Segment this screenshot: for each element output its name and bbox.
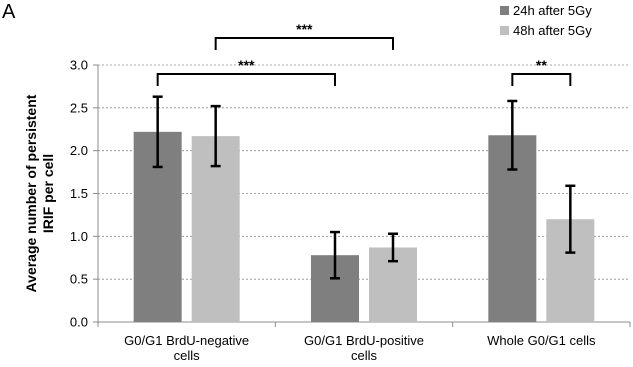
- x-tick-label-line: G0/G1 BrdU-positive: [304, 333, 424, 348]
- y-tick-label: 1.5: [70, 186, 88, 201]
- x-tick-label-line: cells: [174, 348, 201, 363]
- significance-label: ***: [238, 57, 255, 73]
- y-axis-label: Average number of persistentIRIF per cel…: [23, 94, 56, 292]
- y-axis-label-line: IRIF per cell: [40, 154, 56, 233]
- x-tick-label-line: G0/G1 BrdU-negative: [124, 333, 249, 348]
- legend-label: 48h after 5Gy: [513, 23, 592, 38]
- significance-label: **: [536, 57, 547, 73]
- significance-label: ***: [296, 21, 313, 37]
- x-tick-label: Whole G0/G1 cells: [487, 333, 596, 348]
- y-tick-label: 1.0: [70, 229, 88, 244]
- y-tick-label: 0.0: [70, 315, 88, 330]
- x-tick-label-line: cells: [351, 348, 378, 363]
- y-tick-labels: 0.0 0.5 1.0 1.5 2.0 2.5 3.0: [70, 58, 88, 330]
- legend-swatch: [500, 6, 509, 15]
- significance-bracket: [511, 73, 572, 86]
- x-tick-label: G0/G1 BrdU-negative cells: [124, 333, 249, 363]
- legend-label: 24h after 5Gy: [513, 3, 592, 18]
- y-tick-label: 0.5: [70, 272, 88, 287]
- y-tick-label: 2.0: [70, 143, 88, 158]
- gridlines: [93, 64, 630, 323]
- legend: 24h after 5Gy 48h after 5Gy: [500, 3, 592, 38]
- panel-label: A: [2, 1, 16, 23]
- axes: [97, 65, 631, 327]
- significance-brackets: ********: [156, 21, 572, 86]
- y-tick-label: 2.5: [70, 100, 88, 115]
- legend-swatch: [500, 26, 509, 35]
- x-tick-label-line: Whole G0/G1 cells: [487, 333, 596, 348]
- y-tick-label: 3.0: [70, 58, 88, 73]
- y-axis-label-line: Average number of persistent: [23, 94, 39, 292]
- error-bars: [152, 95, 576, 280]
- significance-bracket: [214, 37, 394, 50]
- bars: [133, 131, 595, 322]
- x-tick-label: G0/G1 BrdU-positive cells: [304, 333, 424, 363]
- significance-bracket: [156, 73, 336, 86]
